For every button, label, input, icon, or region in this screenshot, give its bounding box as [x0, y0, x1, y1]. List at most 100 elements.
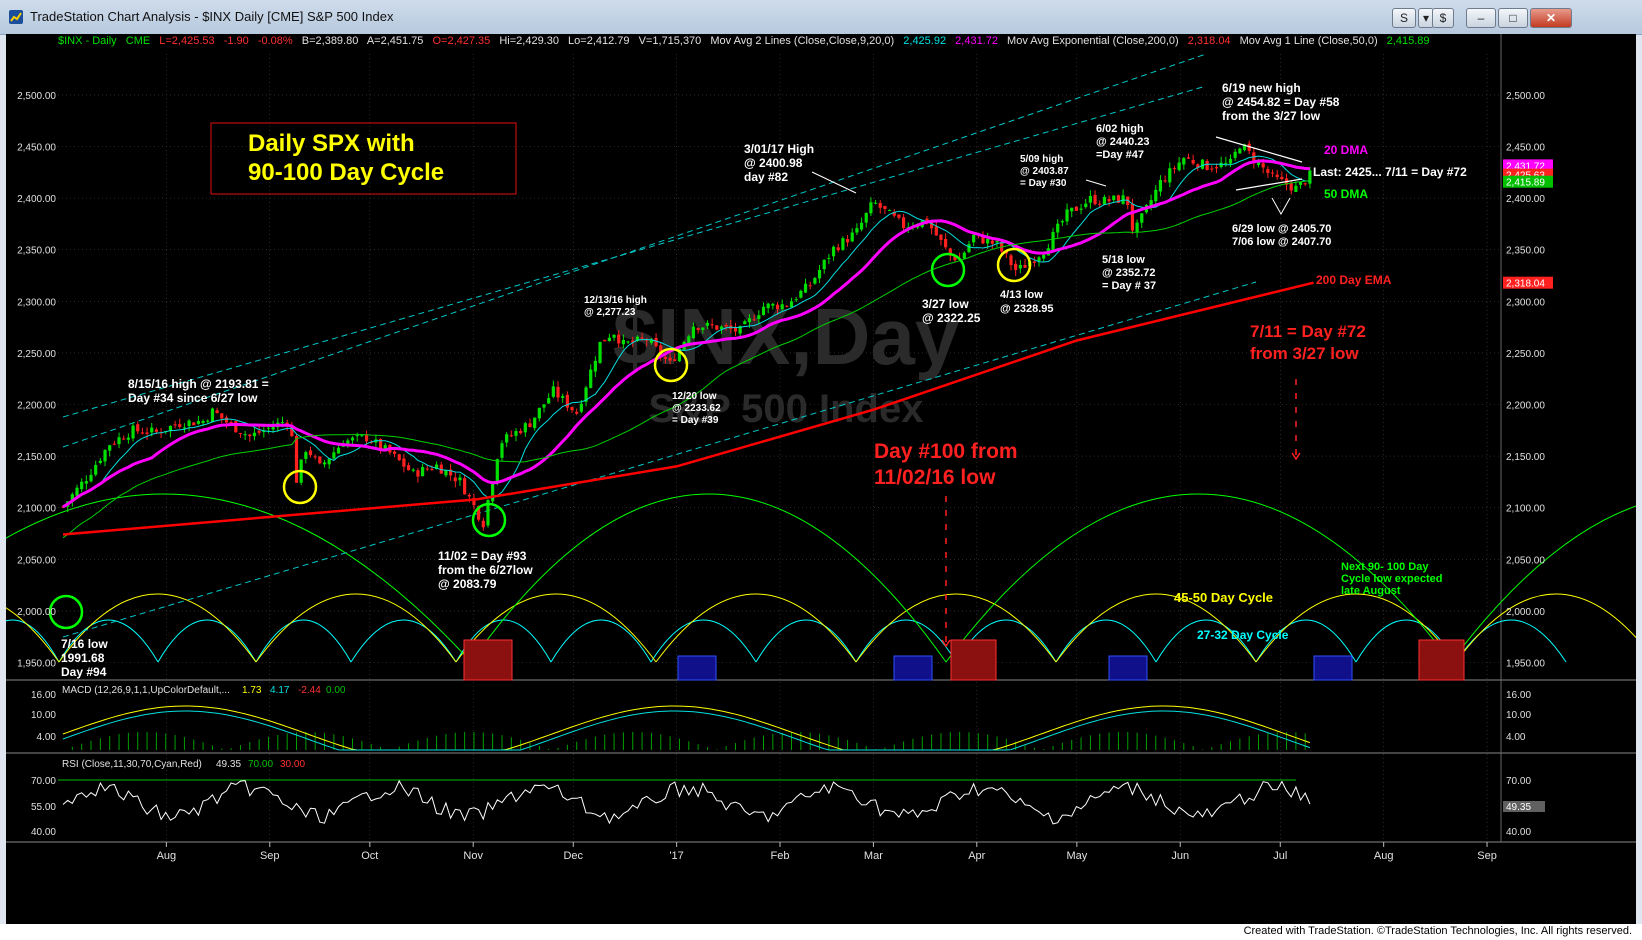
candle-body — [206, 420, 210, 422]
header-high: Hi=2,429.30 — [499, 35, 559, 47]
candle-body — [775, 304, 780, 310]
header-line: $INX - Daily CME L=2,425.53 -1.90 -0.08%… — [58, 35, 1430, 47]
cycle-arc-45-50 — [655, 593, 857, 663]
cycle-arc-45-50 — [255, 593, 457, 663]
cycle-arc-90-100 — [945, 493, 1452, 663]
candle-body — [182, 427, 187, 429]
candle-body — [1154, 189, 1158, 202]
trade-button[interactable]: $ — [1432, 8, 1454, 28]
candle-body — [705, 322, 710, 326]
annotation-dec-high: @ 2,277.23 — [584, 307, 636, 318]
header-pct: -0.08% — [258, 35, 293, 47]
candle-body — [392, 451, 397, 454]
candle-body — [1172, 168, 1177, 170]
close-button[interactable]: ✕ — [1530, 8, 1572, 28]
rsi-last-label: 49.35 — [1506, 802, 1531, 813]
candle-body — [719, 326, 724, 330]
candle-body — [1074, 206, 1078, 211]
symbol-link-button[interactable]: S — [1392, 8, 1416, 28]
cycle-arc-27-32 — [855, 619, 957, 663]
chart-window[interactable]: $INX,Day S&P 500 Index 1,950.00 1,950.00 2… — [6, 34, 1636, 924]
annotation-mar-high: day #82 — [744, 170, 788, 184]
candle-body — [1102, 197, 1107, 205]
candle-body — [883, 205, 887, 209]
cycle-arc-27-32 — [755, 619, 857, 663]
candle-body — [453, 477, 457, 482]
close-icon: ✕ — [1545, 11, 1557, 25]
cycle-arc-90-100 — [470, 493, 947, 663]
y-tick-label-left: 2,300.00 — [17, 297, 56, 308]
candle-body — [1130, 203, 1135, 231]
candle-body — [1084, 203, 1088, 208]
candle-body — [780, 304, 784, 310]
candle-body — [210, 408, 215, 423]
candle-body — [556, 386, 560, 398]
candle-body — [1032, 261, 1036, 263]
x-tick-label: May — [1066, 850, 1087, 862]
candle-body — [715, 325, 719, 330]
tradestation-app-icon — [9, 10, 23, 24]
candle-body — [1009, 255, 1013, 266]
x-tick-label: Feb — [771, 850, 790, 862]
candle-body — [336, 447, 341, 454]
price-chart[interactable]: $INX,Day S&P 500 Index 1,950.00 1,950.00 2… — [6, 34, 1636, 924]
cycle-low-circle — [653, 347, 689, 383]
candle-body — [444, 470, 448, 476]
copyright-text: Created with TradeStation. ©TradeStation… — [1243, 925, 1632, 937]
cycle-low-box — [1108, 655, 1148, 681]
macd-value: -2.44 — [298, 685, 321, 696]
window-title: TradeStation Chart Analysis - $INX Daily… — [30, 9, 394, 24]
minimize-button[interactable]: – — [1466, 8, 1496, 28]
candle-body — [967, 244, 971, 253]
price-marker-bg — [1503, 175, 1553, 188]
cycle-arc-45-50 — [1255, 593, 1457, 663]
label-20-dma: 20 DMA — [1324, 143, 1368, 157]
candle-body — [420, 467, 425, 477]
y-tick-label-right: 2,000.00 — [1506, 607, 1545, 618]
candle-body — [631, 340, 635, 343]
restore-button[interactable]: □ — [1498, 8, 1528, 28]
y-tick-label-left: 2,450.00 — [17, 143, 56, 154]
candle-body — [817, 269, 822, 279]
cycle-arc-27-32 — [1255, 619, 1357, 663]
y-tick-label-left: 2,350.00 — [17, 246, 56, 257]
candle-body — [103, 450, 107, 462]
candle-body — [691, 326, 696, 338]
annotation-mar-high: @ 2400.98 — [744, 156, 803, 170]
macd-label: MACD (12,26,9,1,1,UpColorDefault,... — [62, 685, 230, 696]
candle-body — [187, 420, 191, 427]
candle-body — [154, 429, 158, 432]
candle-body — [528, 423, 532, 428]
cycle-arc-45-50 — [6, 607, 60, 663]
annotation-mar-low: @ 2322.25 — [922, 311, 981, 325]
candle-body — [887, 210, 892, 212]
channel-lines — [62, 53, 1257, 638]
candle-body — [136, 424, 140, 432]
annotation-may-low: = Day # 37 — [1102, 280, 1156, 292]
price-marker-bg — [1503, 159, 1553, 172]
cycle-arc-45-50 — [58, 593, 257, 663]
annotation-jul-lows: 7/06 low @ 2407.70 — [1232, 236, 1331, 248]
candle-body — [519, 430, 523, 434]
candle-body — [61, 506, 65, 508]
candle-body — [1303, 183, 1307, 185]
ma-20-line — [62, 159, 1310, 509]
footer: Created with TradeStation. ©TradeStation… — [0, 924, 1642, 940]
candle-body — [313, 456, 317, 458]
candle-body — [173, 424, 177, 426]
candle-body — [215, 410, 219, 413]
header-bid: B=2,389.80 — [302, 35, 359, 47]
price-marker-label: 2,318.04 — [1506, 279, 1545, 290]
candle-body — [551, 386, 555, 397]
x-tick-label: Mar — [864, 850, 883, 862]
label-50-dma: 50 DMA — [1324, 187, 1368, 201]
chart-title-line2: 90-100 Day Cycle — [248, 159, 444, 186]
candle-body — [145, 432, 149, 434]
annotation-last: Last: 2425... 7/11 = Day #72 — [1313, 165, 1467, 179]
header-low: Lo=2,412.79 — [568, 35, 629, 47]
title-bar[interactable]: TradeStation Chart Analysis - $INX Daily… — [0, 0, 1642, 35]
candle-body — [1210, 168, 1214, 170]
candle-body — [621, 339, 625, 345]
candle-body — [131, 425, 135, 439]
